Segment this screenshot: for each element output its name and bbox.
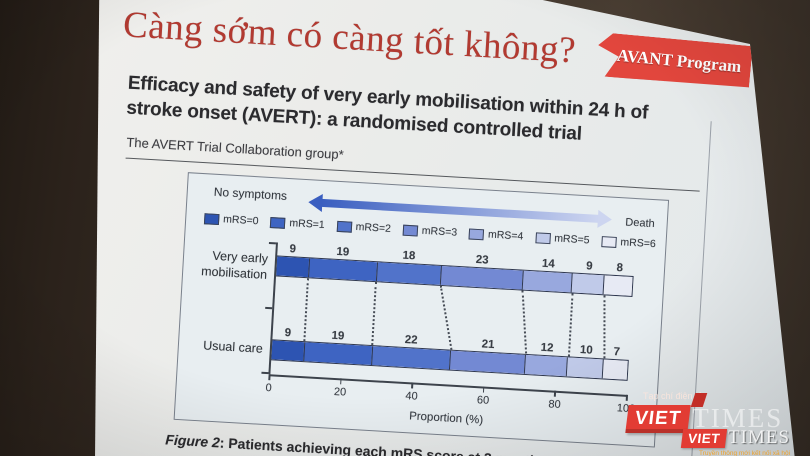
- value-label: 9: [289, 243, 297, 256]
- watermark-tagline-bottom: Truyền thông mới kết nối xã hội: [699, 450, 791, 456]
- legend-label: mRS=1: [289, 217, 326, 232]
- legend-item: mRS=1: [270, 216, 325, 231]
- bar-segment: [523, 355, 568, 377]
- legend-label: mRS=3: [421, 224, 458, 239]
- x-tick-label: 20: [333, 386, 347, 399]
- chart-panel: No symptoms Death mRS=0 mRS=1 mRS=2 mRS=3 mR…: [173, 172, 670, 448]
- legend-label: mRS=0: [222, 213, 259, 228]
- category-label-usual-care: Usual care: [202, 338, 264, 356]
- bar-segment: [276, 256, 310, 278]
- legend-item: mRS=0: [203, 212, 259, 228]
- legend-label: mRS=4: [487, 228, 524, 243]
- times-logo-text-small: TIMES: [728, 427, 791, 448]
- viettimes-logo-large: VIET TIMES: [625, 393, 784, 434]
- viettimes-logo-small: VIET TIMES: [680, 427, 791, 449]
- bar-segment: [271, 340, 305, 362]
- y-tick: [268, 242, 276, 245]
- x-tick: [339, 378, 342, 385]
- value-label: 10: [579, 344, 594, 357]
- value-label: 19: [336, 246, 350, 259]
- no-symptoms-label: No symptoms: [213, 184, 288, 204]
- viet-logo-box-small: VIET: [680, 428, 728, 448]
- legend-swatch: [336, 220, 352, 233]
- bar-segment: [448, 350, 525, 374]
- bar-segment: [566, 357, 603, 379]
- value-label: 19: [331, 329, 345, 343]
- legend-item: mRS=2: [336, 220, 391, 235]
- viettimes-watermark: Tạp chí điện tử VIET TIMES VIET TIMES Tr…: [625, 391, 802, 456]
- severity-arrow-icon: [321, 199, 600, 224]
- x-tick-label: 0: [265, 382, 272, 395]
- legend-item: mRS=3: [402, 224, 458, 239]
- legend-swatch: [534, 231, 551, 244]
- legend-swatch: [270, 216, 286, 229]
- bar-segment: [521, 270, 573, 293]
- value-label: 8: [616, 262, 624, 275]
- avant-program-badge-label: AVANT Program: [616, 45, 743, 77]
- x-tick-label: 60: [476, 394, 490, 408]
- legend-label: mRS=5: [553, 232, 590, 247]
- bar-segment: [601, 359, 628, 380]
- y-tick: [261, 371, 269, 374]
- legend-item: mRS=6: [601, 235, 656, 250]
- value-label: 21: [481, 338, 495, 352]
- bar-segment: [370, 346, 451, 370]
- value-label: 12: [540, 341, 554, 355]
- legend-swatch: [402, 224, 419, 237]
- x-tick: [411, 382, 414, 389]
- value-label: 7: [613, 346, 621, 359]
- legend-swatch: [601, 235, 617, 248]
- watermark-tagline-top: Tạp chí điện tử: [643, 391, 704, 401]
- value-label: 18: [402, 249, 416, 263]
- legend-item: mRS=4: [468, 228, 524, 243]
- x-tick: [268, 374, 271, 381]
- death-label: Death: [625, 216, 656, 231]
- slide-content: Càng sớm có càng tốt không? AVANT Progra…: [95, 0, 762, 456]
- legend-label: mRS=6: [620, 236, 657, 251]
- bar-segment: [603, 275, 633, 297]
- x-tick-label: 80: [548, 398, 561, 412]
- bar-segment: [308, 258, 377, 282]
- value-label: 23: [475, 254, 489, 267]
- category-label-very-early: Very early mobilisation: [200, 248, 269, 282]
- figure-caption-label: Figure 2: [164, 431, 221, 451]
- plot-area: Very early mobilisation Usual care 9 19 18…: [201, 242, 635, 435]
- x-tick: [554, 390, 557, 397]
- legend-swatch: [468, 228, 485, 240]
- legend-label: mRS=2: [355, 221, 392, 236]
- value-label: 22: [404, 334, 418, 347]
- value-label: 9: [585, 260, 593, 273]
- value-label: 9: [284, 327, 292, 340]
- x-tick-label: 40: [405, 390, 418, 403]
- y-tick: [265, 307, 273, 309]
- bar-segment: [571, 273, 605, 295]
- times-logo-text: TIMES: [692, 403, 784, 433]
- x-tick: [482, 386, 485, 393]
- legend-item: mRS=5: [534, 231, 590, 247]
- legend-swatch: [203, 212, 220, 225]
- bar-segment: [303, 342, 372, 366]
- value-label: 14: [541, 257, 555, 271]
- bar-segment: [375, 262, 441, 286]
